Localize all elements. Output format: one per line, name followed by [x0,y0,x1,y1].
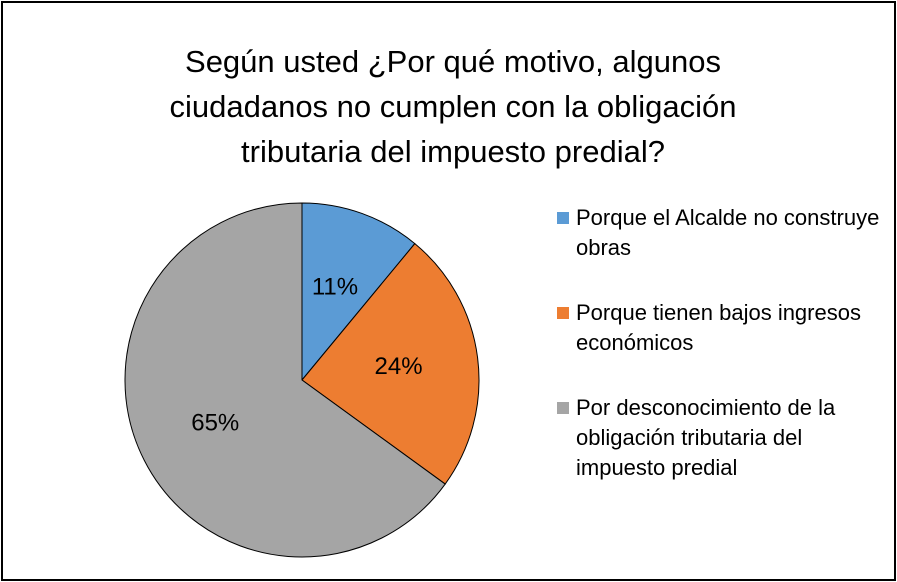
pie-slice [124,202,446,558]
legend-entry: Por desconocimiento de la obligación tri… [556,393,896,483]
legend: Porque el Alcalde no construye obras Porq… [556,203,896,518]
chart: 11% 24% 65% [124,202,480,558]
legend-swatch [556,211,570,225]
data-label: 11% [312,274,358,301]
legend-label: Porque tienen bajos ingresos económicos [576,300,861,355]
legend-label: Por desconocimiento de la obligación tri… [576,395,836,480]
legend-entry: Porque tienen bajos ingresos económicos [556,298,896,358]
data-label: 24% [375,353,423,380]
data-label: 65% [191,410,239,437]
chart-title: Según usted ¿Por qué motivo, algunos ciu… [169,44,737,169]
legend-swatch [556,306,570,320]
legend-label: Porque el Alcalde no construye obras [576,205,880,260]
legend-entry: Porque el Alcalde no construye obras [556,203,896,263]
pie-slice [301,202,416,382]
legend-swatch [556,401,570,415]
pie-slice [301,242,480,485]
